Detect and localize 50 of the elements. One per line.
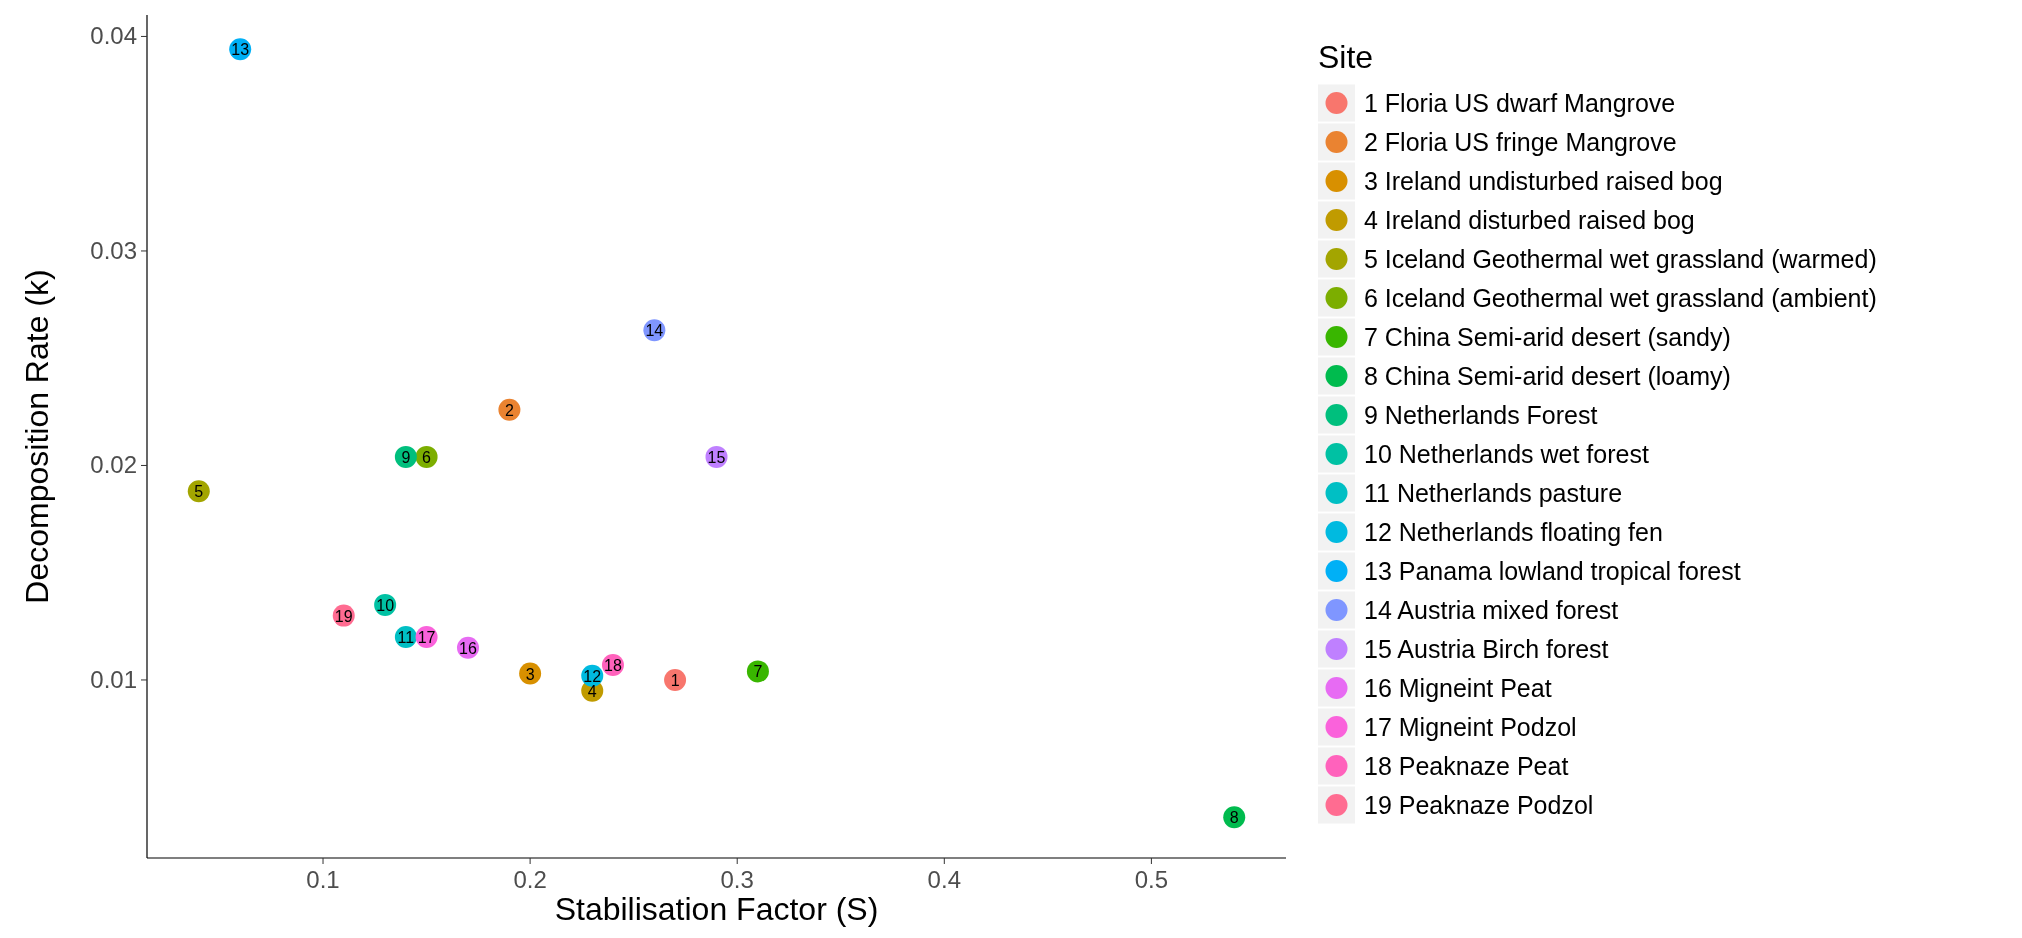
annotation: 18 [604, 656, 622, 674]
legend-label: 4 Ireland disturbed raised bog [1364, 206, 1695, 234]
annotation: 9 [401, 448, 411, 466]
x-tick-label: 0.5 [1134, 866, 1169, 893]
y-tick-label: 0.04 [90, 22, 137, 50]
x-tick-label: 0.4 [927, 866, 961, 893]
legend-label: 7 China Semi-arid desert (sandy) [1364, 323, 1731, 351]
y-tick-label: 0.03 [90, 236, 137, 264]
legend-label: 6 Iceland Geothermal wet grassland (ambient) [1364, 284, 1877, 312]
annotation: 19 [334, 607, 353, 625]
y-tick-label: 0.02 [90, 451, 137, 479]
y-tick-label: 0.01 [90, 665, 137, 693]
annotation: 17 [417, 629, 436, 647]
legend-label: 18 Peaknaze Peat [1364, 752, 1569, 780]
y-axis-title: Decomposition Rate (k) [19, 269, 55, 604]
legend-label: 16 Migneint Peat [1364, 674, 1552, 702]
annotation: 2 [504, 401, 514, 419]
annotation: 16 [459, 639, 477, 657]
legend-title: Site [1318, 39, 1374, 75]
legend-label: 3 Ireland undisturbed raised bog [1364, 167, 1723, 195]
annotation: 5 [194, 483, 204, 501]
annotation: 12 [583, 667, 602, 685]
annotation: 8 [1229, 809, 1239, 827]
legend-label: 11 Netherlands pasture [1364, 479, 1623, 507]
annotation: 4 [587, 682, 597, 700]
annotation: 1 [670, 671, 680, 689]
annotation: 13 [231, 41, 250, 59]
annotation: 7 [753, 663, 763, 681]
legend-label: 13 Panama lowland tropical forest [1364, 557, 1741, 585]
legend-label: 5 Iceland Geothermal wet grassland (warmed) [1364, 245, 1877, 273]
x-tick-label: 0.1 [306, 866, 340, 893]
legend-label: 17 Migneint Podzol [1364, 713, 1577, 741]
annotation: 6 [422, 448, 432, 466]
annotation: 11 [397, 629, 415, 647]
legend-label: 14 Austria mixed forest [1364, 596, 1619, 624]
legend-label: 12 Netherlands floating fen [1364, 518, 1663, 546]
legend-label: 1 Floria US dwarf Mangrove [1364, 89, 1676, 117]
x-axis-title: Stabilisation Factor (S) [554, 891, 879, 927]
annotation: 3 [525, 665, 535, 683]
x-tick-label: 0.3 [720, 866, 754, 893]
legend-label: 15 Austria Birch forest [1364, 635, 1609, 663]
annotation: 14 [645, 322, 664, 340]
annotation: 15 [707, 448, 726, 466]
legend-label: 9 Netherlands Forest [1364, 401, 1598, 429]
x-tick-label: 0.2 [513, 866, 547, 893]
legend-label: 8 China Semi-arid desert (loamy) [1364, 362, 1731, 390]
legend-label: 19 Peaknaze Podzol [1364, 791, 1594, 819]
annotation: 10 [376, 596, 395, 614]
legend-label: 10 Netherlands wet forest [1364, 440, 1649, 468]
legend-label: 2 Floria US fringe Mangrove [1364, 128, 1677, 156]
